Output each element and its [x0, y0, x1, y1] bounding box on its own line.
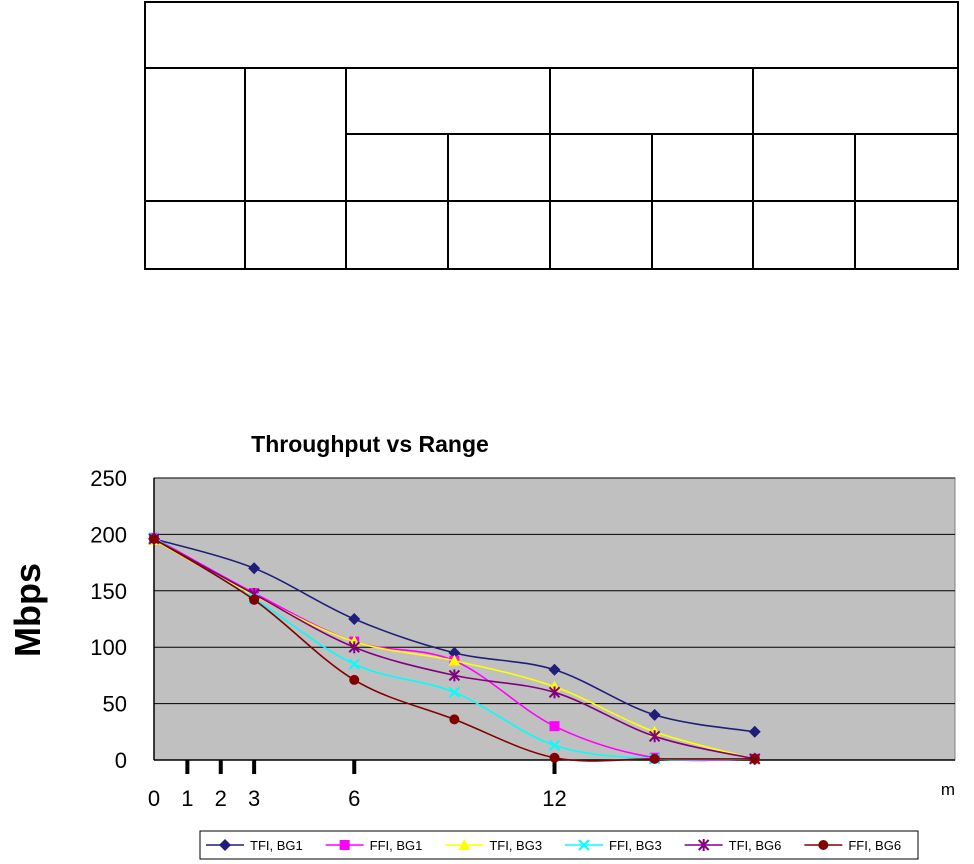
data-point-series-2	[549, 721, 560, 732]
data-point-series-6	[249, 594, 260, 605]
legend-entry-label: FFI, BG6	[848, 838, 901, 853]
chart-title: Throughput vs Range	[251, 431, 489, 457]
data-point-series-1	[648, 708, 661, 721]
x-tick-label: 12	[542, 786, 566, 811]
data-point-series-1	[348, 613, 361, 625]
y-tick-label: 100	[90, 635, 127, 660]
legend-entry-label: TFI, BG3	[489, 838, 542, 853]
data-point-series-4	[448, 686, 461, 699]
data-point-series-5	[348, 641, 360, 654]
legend-marker	[578, 839, 590, 851]
legend-marker	[697, 839, 710, 851]
y-tick-label: 250	[90, 466, 127, 491]
y-tick-label: 0	[115, 748, 127, 773]
data-point-series-6	[449, 714, 460, 725]
x-axis-label: m	[941, 780, 955, 799]
blank-table	[144, 1, 959, 270]
y-tick-label: 50	[103, 692, 127, 717]
legend-marker	[219, 839, 231, 851]
data-point-series-6	[349, 674, 360, 685]
y-tick-label: 200	[90, 522, 127, 547]
data-point-series-6	[149, 533, 159, 544]
legend-entry-label: FFI, BG1	[370, 838, 423, 853]
x-tick-label: 1	[181, 786, 193, 811]
legend-entry-label: TFI, BG6	[729, 838, 782, 853]
legend-entry-label: FFI, BG3	[609, 838, 662, 853]
data-point-series-4	[348, 658, 360, 670]
x-tick-label: 2	[215, 786, 227, 811]
legend-marker	[818, 840, 829, 850]
legend-marker	[339, 840, 350, 850]
data-point-series-1	[748, 725, 761, 738]
data-point-series-1	[248, 562, 261, 575]
plot-area	[153, 477, 956, 761]
y-axis-label: Mbps	[7, 563, 48, 657]
data-point-series-6	[549, 752, 560, 763]
legend-marker	[458, 839, 471, 850]
y-tick-label: 150	[90, 579, 127, 604]
x-tick-label: 0	[148, 786, 160, 811]
legend-entry-label: TFI, BG1	[250, 838, 303, 853]
data-point-series-1	[548, 663, 561, 676]
legend-box	[199, 830, 919, 860]
table-outer-border	[144, 1, 959, 270]
x-tick-label: 6	[348, 786, 360, 811]
data-point-series-6	[749, 753, 760, 764]
data-point-series-5	[648, 730, 661, 743]
data-point-series-5	[448, 669, 461, 682]
data-point-series-6	[649, 753, 660, 764]
data-point-series-5	[548, 686, 561, 699]
data-point-series-4	[548, 739, 561, 752]
legend: TFI, BG1 FFI, BG1 TFI, BG3 FFI, BG3 TFI, BG6…	[199, 830, 919, 860]
data-point-series-3	[448, 654, 461, 666]
x-tick-label: 3	[248, 786, 260, 811]
